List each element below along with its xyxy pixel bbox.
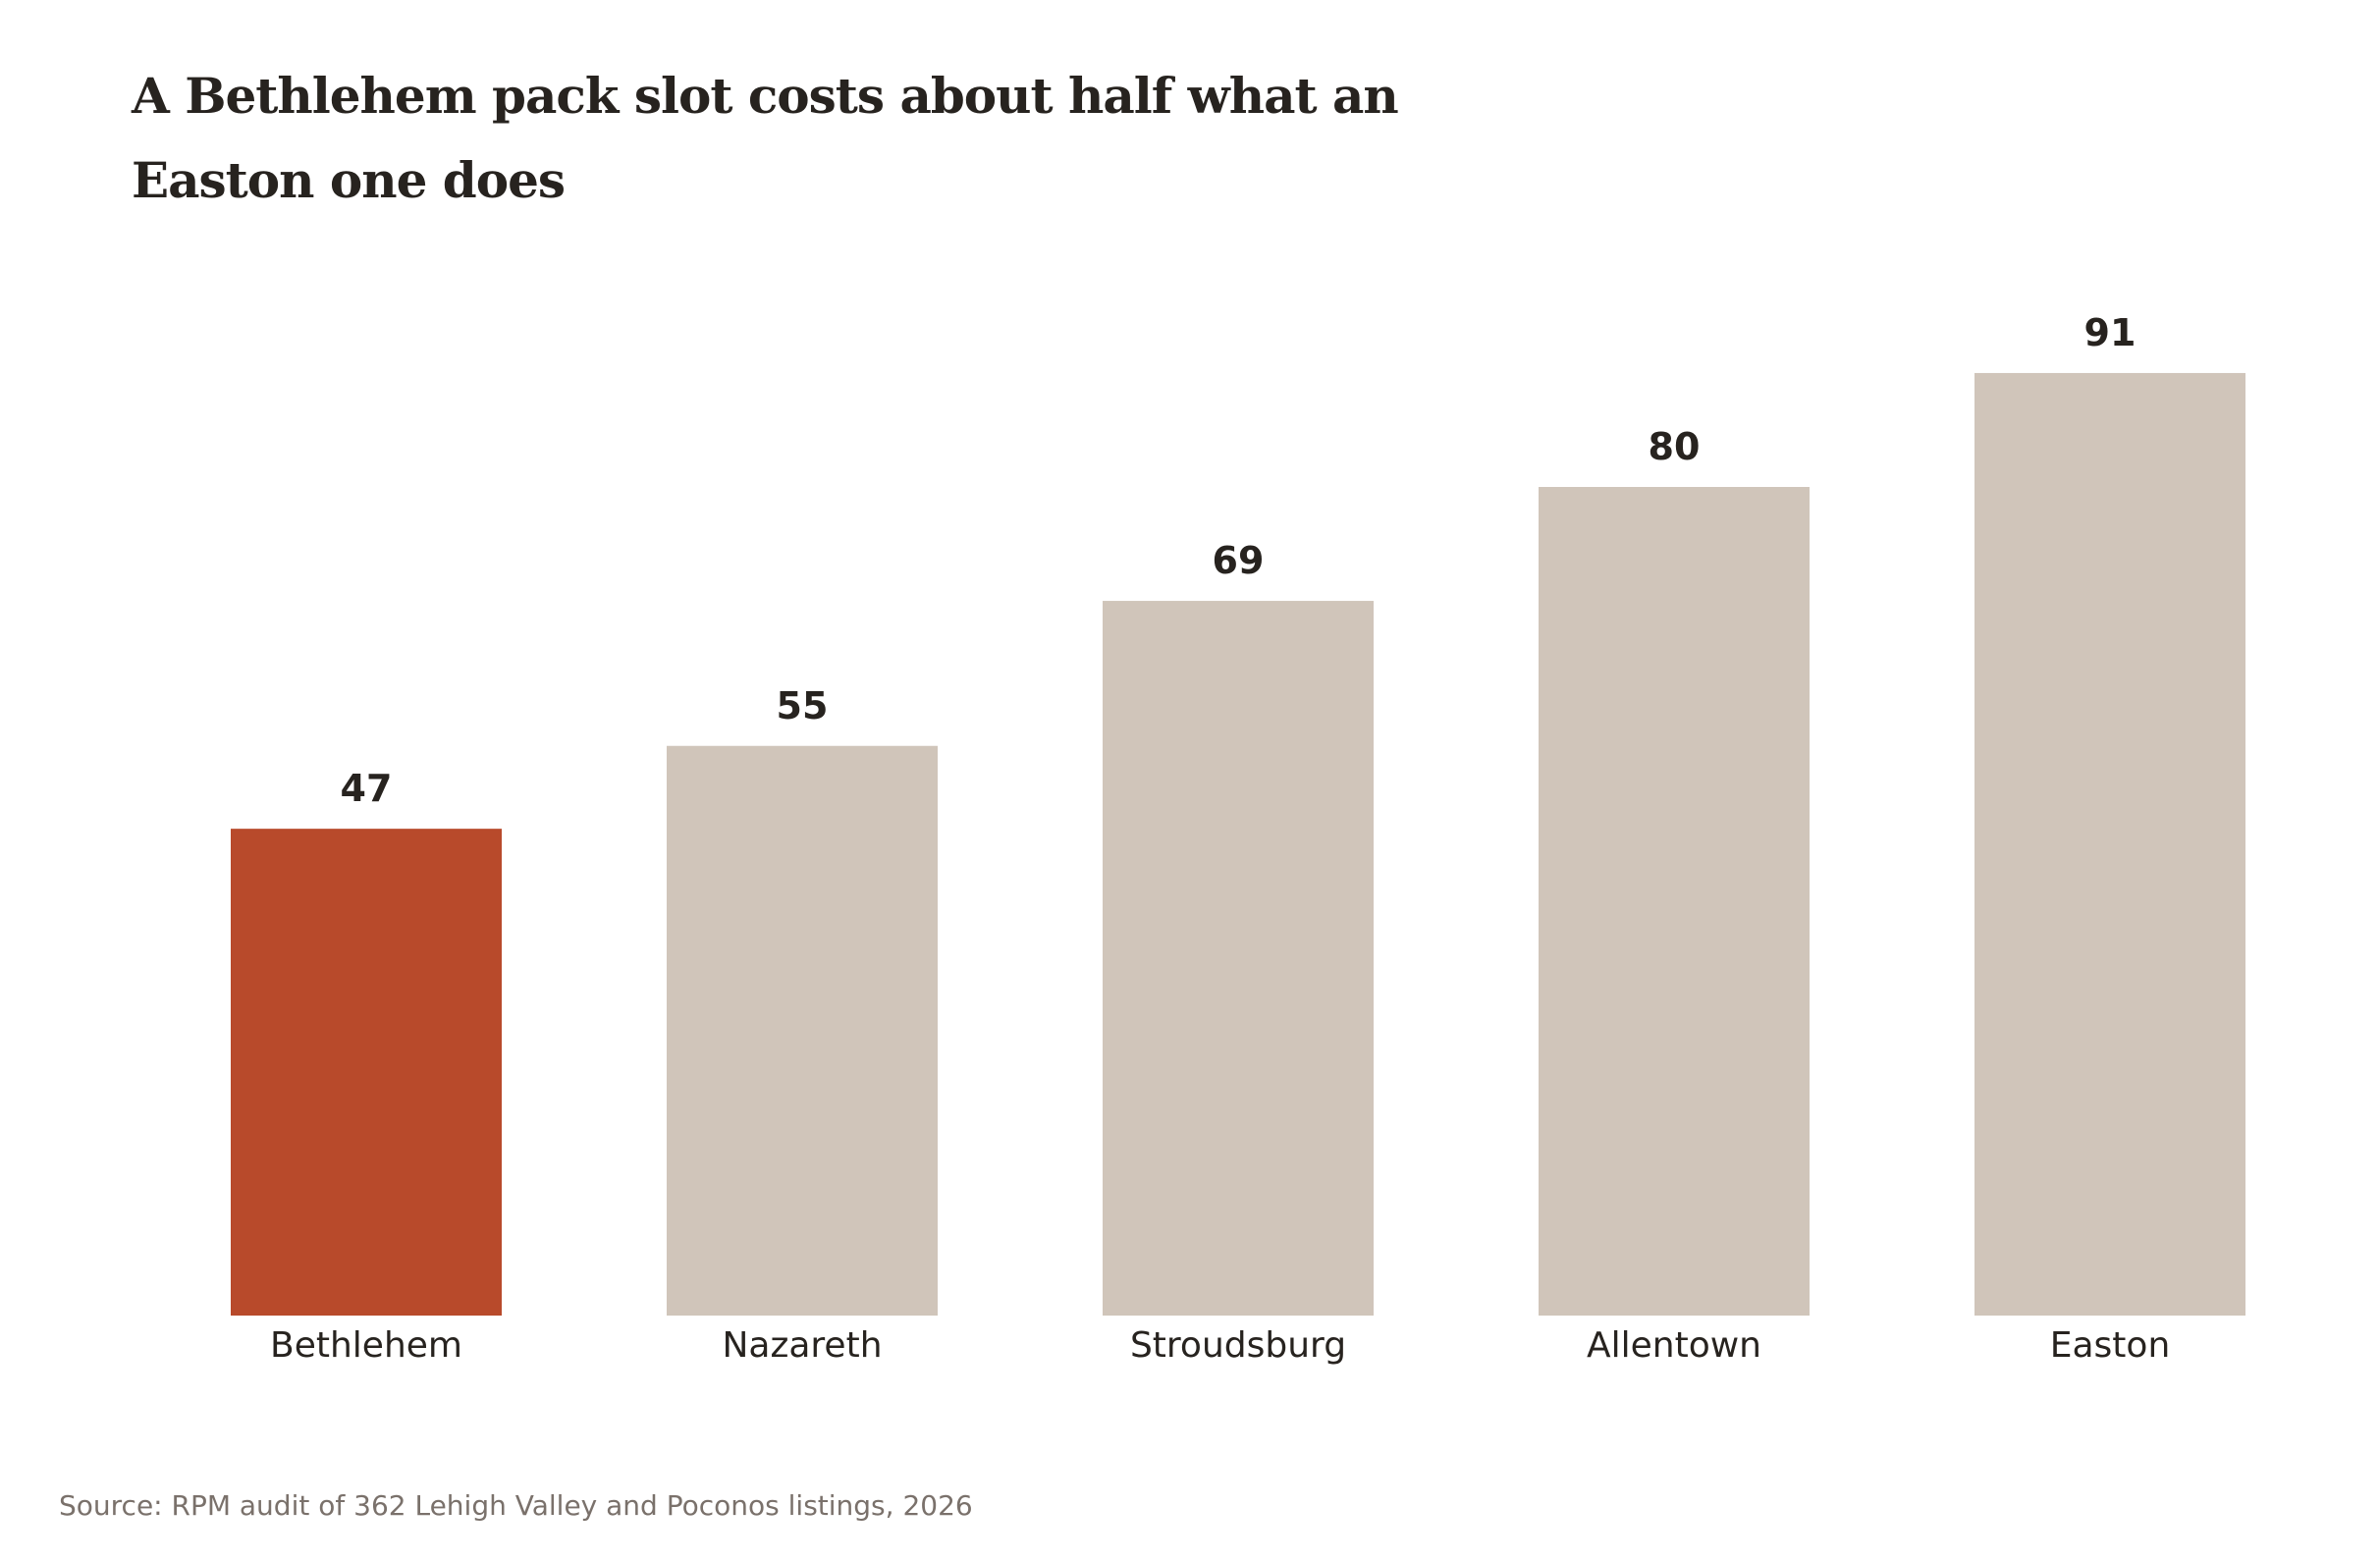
value-label-bethlehem: 47 [341,767,393,810]
category-label-bethlehem: Bethlehem [270,1325,462,1366]
bar-bethlehem [231,829,502,1316]
category-label-stroudsburg: Stroudsburg [1130,1325,1346,1366]
bar-nazareth [667,745,938,1316]
category-label-allentown: Allentown [1587,1325,1761,1366]
value-label-stroudsburg: 69 [1213,539,1265,582]
value-label-nazareth: 55 [777,684,829,727]
bars-group: 47 Bethlehem 55 Nazareth 69 Stroudsburg 80 Alle… [231,311,2245,1366]
source-note: Source: RPM audit of 362 Lehigh Valley a… [59,1489,973,1522]
chart-title-line-1: A Bethlehem pack slot costs about half w… [131,67,1398,125]
category-label-easton: Easton [2050,1325,2171,1366]
value-label-easton: 91 [2084,311,2137,354]
bar-easton [1974,372,2245,1316]
chart-title-line-2: Easton one does [132,151,565,209]
category-label-nazareth: Nazareth [722,1325,882,1366]
bar-stroudsburg [1103,601,1374,1316]
value-label-allentown: 80 [1649,425,1701,468]
bar-allentown [1539,487,1810,1316]
